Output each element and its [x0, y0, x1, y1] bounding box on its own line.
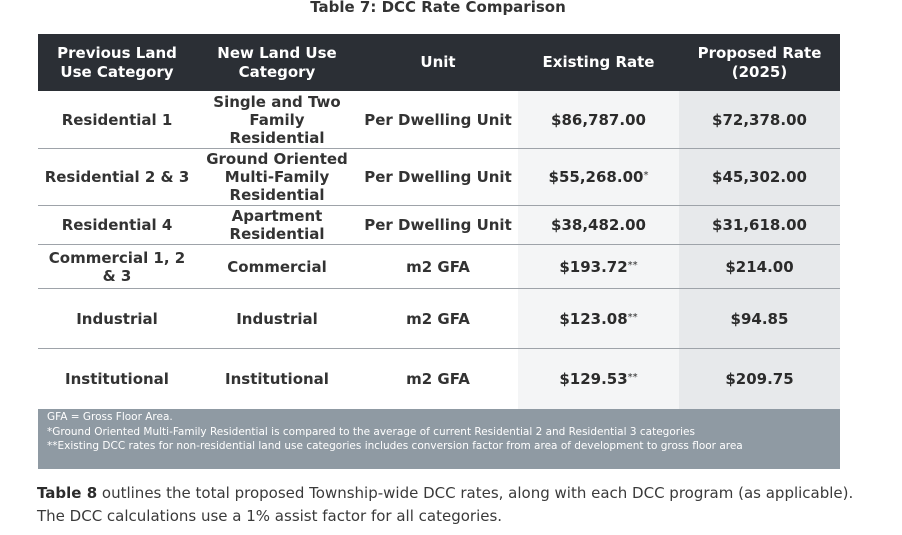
header-unit: Unit [358, 34, 518, 91]
header-proposed-line2: (2025) [731, 62, 788, 81]
cell-unit: Per Dwelling Unit [358, 148, 518, 206]
table-row: Commercial 1, 2 & 3 Commercial m2 GFA $1… [38, 244, 840, 289]
header-proposed-rate: Proposed Rate (2025) [679, 34, 840, 91]
cell-existing-rate: $86,787.00 [518, 91, 679, 149]
table-row: Residential 4 Apartment Residential Per … [38, 205, 840, 245]
cell-existing-rate: $55,268.00* [518, 148, 679, 206]
cell-new-category: Ground Oriented Multi-Family Residential [196, 148, 358, 206]
cell-unit: m2 GFA [358, 244, 518, 289]
cell-new-category: Industrial [196, 288, 358, 349]
table-row: Industrial Industrial m2 GFA $123.08** $… [38, 288, 840, 349]
cell-proposed-rate: $72,378.00 [679, 91, 840, 149]
dcc-rate-table: Previous Land Use Category New Land Use … [38, 34, 840, 410]
footnote-mark: ** [627, 311, 638, 323]
cell-unit: Per Dwelling Unit [358, 91, 518, 149]
body-paragraph: Table 8 outlines the total proposed Town… [37, 482, 857, 528]
footnote-mark: ** [627, 372, 638, 383]
cell-previous-category: Residential 4 [38, 205, 196, 245]
cell-previous-category: Commercial 1, 2 & 3 [38, 244, 196, 289]
footnote-mark: * [643, 170, 649, 181]
cell-unit: Per Dwelling Unit [358, 205, 518, 245]
cell-previous-category: Institutional [38, 348, 196, 410]
note-ground-oriented: *Ground Oriented Multi-Family Residentia… [47, 425, 695, 438]
cell-unit: m2 GFA [358, 348, 518, 410]
header-new-line1: New Land Use [217, 43, 337, 62]
existing-rate-value: $193.72 [559, 257, 628, 276]
table-row: Residential 1 Single and Two Family Resi… [38, 91, 840, 149]
cell-proposed-rate: $209.75 [679, 348, 840, 410]
existing-rate-value: $123.08 [559, 309, 628, 328]
cell-new-category: Institutional [196, 348, 358, 410]
existing-rate-value: $55,268.00 [548, 168, 644, 186]
cell-existing-rate: $38,482.00 [518, 205, 679, 245]
existing-rate-value: $38,482.00 [551, 216, 646, 234]
cell-unit: m2 GFA [358, 288, 518, 349]
cell-new-category: Commercial [196, 244, 358, 289]
header-existing-rate: Existing Rate [518, 34, 679, 91]
existing-rate-value: $86,787.00 [551, 110, 646, 129]
table-row: Institutional Institutional m2 GFA $129.… [38, 348, 840, 410]
cell-previous-category: Industrial [38, 288, 196, 349]
cell-proposed-rate: $214.00 [679, 244, 840, 289]
note-existing-dcc: **Existing DCC rates for non-residential… [47, 440, 743, 452]
cell-proposed-rate: $94.85 [679, 288, 840, 349]
cell-previous-category: Residential 1 [38, 91, 196, 149]
cell-proposed-rate: $31,618.00 [679, 205, 840, 245]
cell-previous-category: Residential 2 & 3 [38, 148, 196, 206]
cell-existing-rate: $123.08** [518, 288, 679, 349]
table-notes: GFA = Gross Floor Area. *Ground Oriented… [38, 409, 840, 469]
header-previous-line2: Use Category [60, 62, 174, 81]
paragraph-table-ref: Table 8 [37, 484, 98, 502]
header-new-land-use: New Land Use Category [196, 34, 358, 91]
cell-new-category: Apartment Residential [196, 205, 358, 245]
header-previous-line1: Previous Land [57, 43, 177, 62]
header-previous-land-use: Previous Land Use Category [38, 34, 196, 91]
table-header-row: Previous Land Use Category New Land Use … [38, 34, 840, 91]
paragraph-text: outlines the total proposed Township-wid… [37, 484, 854, 525]
cell-new-category: Single and Two Family Residential [196, 91, 358, 149]
header-proposed-line1: Proposed Rate [697, 43, 822, 62]
table-caption: Table 7: DCC Rate Comparison [310, 0, 566, 16]
cell-existing-rate: $129.53** [518, 348, 679, 410]
header-new-line2: Category [238, 62, 316, 81]
existing-rate-value: $129.53 [559, 370, 628, 388]
cell-existing-rate: $193.72** [518, 244, 679, 289]
table-row: Residential 2 & 3 Ground Oriented Multi-… [38, 148, 840, 206]
cell-proposed-rate: $45,302.00 [679, 148, 840, 206]
note-gfa: GFA = Gross Floor Area. [47, 411, 173, 423]
footnote-mark: ** [627, 259, 638, 271]
